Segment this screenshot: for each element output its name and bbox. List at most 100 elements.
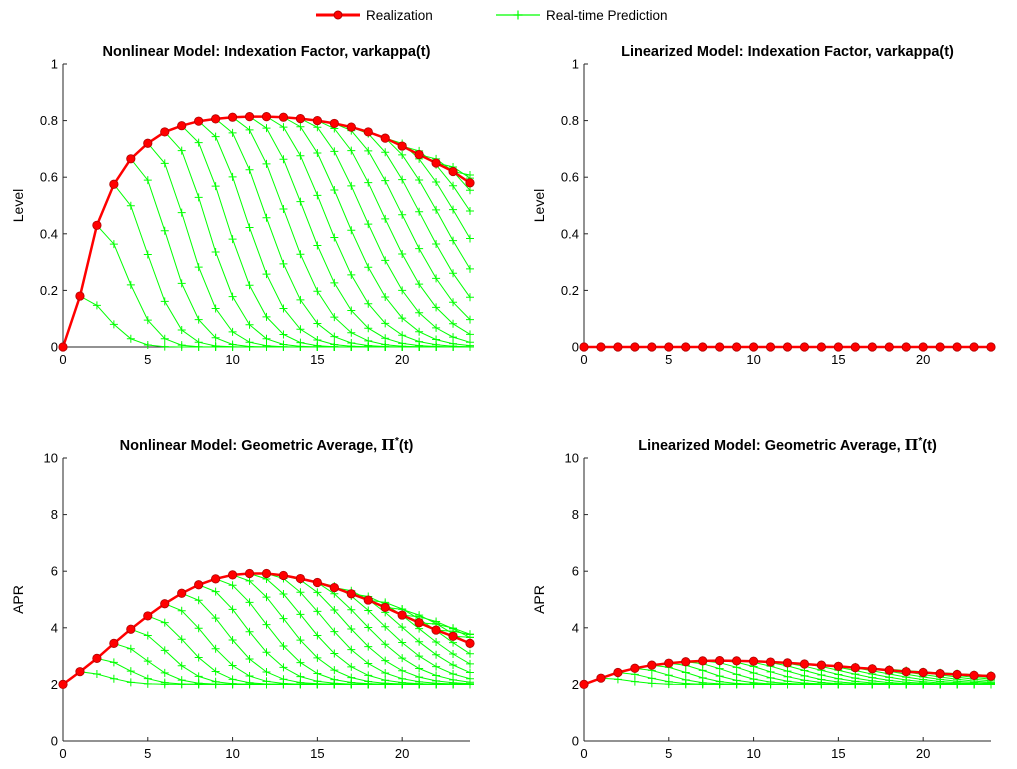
prediction-marker [381,176,390,185]
realization-point [126,624,136,634]
realization-point [664,342,674,352]
prediction-marker [245,125,254,134]
prediction-marker [381,676,390,685]
prediction-marker [364,606,373,615]
prediction-marker [160,226,169,235]
prediction-marker [194,624,203,633]
prediction-marker [466,264,474,273]
y-tick-label: 1 [572,57,579,72]
prediction-marker [194,653,203,662]
realization-point [833,342,843,352]
prediction-marker [347,662,356,671]
y-axis-label: APR [531,585,547,614]
realization-point [92,653,102,663]
prediction-marker [313,631,322,640]
x-tick-label: 20 [916,746,930,761]
prediction-marker [143,176,152,185]
realization-point [312,577,322,588]
prediction-marker [432,205,441,214]
prediction-marker [381,640,390,649]
prediction-marker [664,671,673,680]
prediction-marker [245,672,254,681]
realization-point [935,342,945,352]
prediction-marker [160,342,169,351]
prediction-marker [732,670,741,679]
realization-point [850,342,860,352]
prediction-marker [194,679,203,688]
prediction-marker [245,654,254,663]
prediction-marker [228,605,237,614]
prediction-marker [296,658,305,667]
prediction-marker [245,627,254,636]
prediction-marker [449,650,458,659]
y-tick-label: 0.4 [561,226,579,241]
prediction-marker [262,341,271,350]
prediction-marker [126,644,135,653]
prediction-marker [194,672,203,681]
prediction-marker [296,325,305,334]
prediction-marker [364,324,373,333]
realization-point [816,660,827,670]
realization-point [748,342,759,352]
prediction-marker [415,664,424,673]
prediction-marker [449,236,458,245]
realization-point [211,114,221,124]
realization-point [765,657,776,667]
prediction-marker [313,241,322,250]
prediction-marker [177,676,186,685]
prediction-marker [279,340,288,349]
x-tick-label: 5 [665,746,672,761]
realization-point [799,342,810,352]
prediction-marker [466,330,474,339]
prediction-line-19 [62,116,471,348]
realization-point [465,638,475,648]
prediction-marker [381,148,390,157]
prediction-marker [160,159,169,168]
prediction-marker [466,293,474,302]
prediction-marker [245,338,254,347]
prediction-marker [296,250,305,259]
prediction-marker [160,678,169,687]
realization-point [681,342,691,352]
prediction-marker [279,123,288,132]
chart-panel-1: Nonlinear Model: Indexation Factor, vark… [10,44,475,367]
realization-point [969,342,979,352]
realization-point [143,611,153,621]
x-tick-label: 5 [665,352,672,367]
prediction-marker [432,650,441,659]
realization-point [58,342,68,352]
prediction-line-18 [62,116,471,348]
realization-point [613,342,623,352]
realization-point [867,664,877,674]
realization-point [647,660,657,670]
prediction-marker [245,281,254,290]
prediction-marker [398,623,407,632]
prediction-marker [415,327,424,336]
y-tick-label: 0.6 [40,170,58,185]
prediction-marker [109,658,118,667]
prediction-marker [279,641,288,650]
prediction-marker [415,637,424,646]
realization-point [613,667,623,678]
prediction-marker [279,663,288,672]
y-tick-label: 10 [44,451,58,466]
prediction-marker [228,172,237,181]
prediction-marker [381,669,390,678]
prediction-marker [279,205,288,214]
prediction-marker [398,286,407,295]
y-tick-label: 0.4 [40,226,58,241]
legend-prediction-label: Real-time Prediction [546,8,668,23]
prediction-marker [228,235,237,244]
prediction-line-4 [62,628,470,685]
prediction-marker [160,646,169,655]
prediction-marker [330,278,339,287]
prediction-marker [296,610,305,619]
prediction-marker [330,666,339,675]
prediction-marker [143,316,152,325]
realization-point [244,568,255,579]
prediction-marker [194,596,203,605]
prediction-marker [245,223,254,232]
realization-point [278,570,289,581]
y-tick-label: 0 [51,340,58,355]
realization-point [833,661,843,671]
